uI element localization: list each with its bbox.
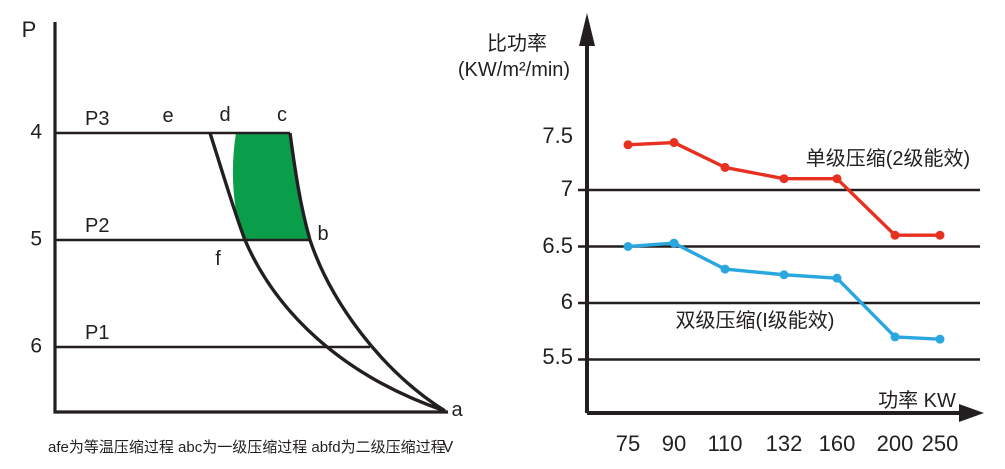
x-tick-250: 250	[922, 431, 959, 456]
series-single-stage	[623, 138, 945, 240]
pv-diagram: P 4 5 6 P3 P2 P1 e d c f b a afe为等温压缩过程 …	[22, 17, 464, 456]
data-point	[890, 230, 900, 240]
chart-y-axis-title-line2: (KW/m²/min)	[458, 59, 570, 81]
data-point	[623, 242, 633, 251]
pv-caption: afe为等温压缩过程 abc为一级压缩过程 abfd为二级压缩过程	[48, 438, 446, 456]
data-point	[669, 138, 679, 148]
power-chart: 比功率 (KW/m²/min) 7.5 7 6.5 6 5.5 75 90 11…	[458, 13, 984, 456]
point-label-e: e	[162, 105, 173, 127]
y-tick-6-5: 6.5	[542, 233, 573, 258]
point-label-d: d	[219, 104, 230, 126]
point-label-f: f	[215, 248, 221, 270]
data-point	[779, 174, 789, 184]
data-point	[779, 270, 789, 280]
pv-y-tick-6: 6	[30, 335, 42, 358]
y-tick-5-5: 5.5	[542, 344, 573, 369]
data-point	[720, 264, 730, 274]
y-axis-arrow-icon	[579, 13, 595, 46]
data-point	[935, 230, 945, 240]
pv-y-tick-4: 4	[30, 121, 42, 144]
data-point	[832, 273, 842, 283]
data-point	[669, 238, 679, 248]
pv-y-axis-label: P	[22, 17, 37, 42]
series-two-stage	[623, 238, 945, 344]
legend-two-stage: 双级压缩(I级能效)	[676, 309, 835, 332]
point-label-b: b	[317, 223, 328, 245]
pv-axes	[53, 22, 448, 414]
data-point	[623, 140, 633, 150]
isobar-label-p1: P1	[85, 322, 109, 344]
chart-x-axis-title: 功率 KW	[878, 389, 956, 412]
pv-y-tick-5: 5	[30, 228, 42, 251]
data-point	[832, 174, 842, 184]
isobar-label-p3: P3	[85, 108, 109, 130]
data-point	[935, 334, 945, 344]
x-tick-90: 90	[662, 431, 686, 456]
isotherm-curve-afe	[208, 132, 446, 413]
x-axis-arrow-icon	[959, 404, 984, 422]
pv-x-axis-label: V	[443, 439, 454, 456]
adiabat-curve-abc	[288, 132, 446, 413]
legend-single-stage: 单级压缩(2级能效)	[806, 147, 970, 170]
point-label-c: c	[277, 104, 287, 126]
x-tick-160: 160	[819, 431, 856, 456]
x-tick-75: 75	[616, 431, 640, 456]
y-tick-7: 7	[561, 176, 573, 201]
chart-y-axis-title-line1: 比功率	[487, 32, 547, 55]
data-point	[890, 332, 900, 342]
y-tick-7-5: 7.5	[542, 123, 573, 148]
shaded-region-dcbf	[232, 133, 310, 240]
y-tick-6: 6	[561, 289, 573, 314]
data-point	[720, 162, 730, 172]
point-label-a: a	[451, 399, 463, 421]
x-tick-132: 132	[766, 431, 803, 456]
x-tick-110: 110	[707, 431, 742, 456]
isobar-label-p2: P2	[85, 215, 109, 237]
x-tick-200: 200	[877, 431, 914, 456]
